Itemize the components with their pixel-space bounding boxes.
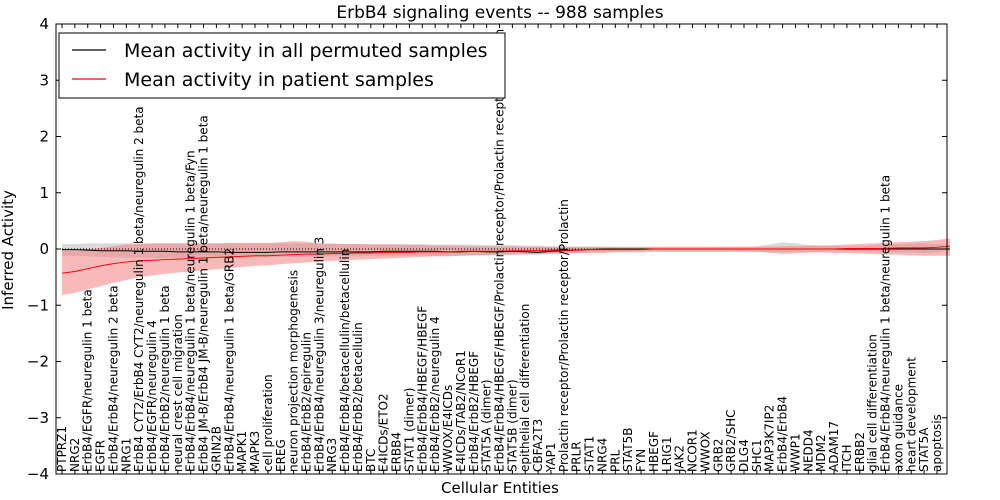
- y-tick-label: −3: [27, 409, 49, 427]
- x-tick-label: ITCH: [840, 444, 854, 472]
- x-tick-label: ErbB4/ErbB2/neuregulin 4: [428, 316, 442, 472]
- y-tick-label: 4: [39, 15, 49, 33]
- x-tick-label: neural crest cell migration: [171, 314, 185, 472]
- x-tick-label: ErbB4/ErbB4/neuregulin 2 beta: [106, 285, 120, 472]
- x-tick-label: PRL: [608, 449, 622, 472]
- x-tick-label: NEDD4: [801, 429, 815, 472]
- x-tick-label: ADAM17: [827, 421, 841, 472]
- x-tick-label: ErbB4/EGFR/neuregulin 4: [145, 320, 159, 472]
- x-tick-label: NRG3: [325, 438, 339, 472]
- x-axis-label: Cellular Entities: [441, 479, 559, 497]
- y-tick-label: 3: [39, 71, 49, 89]
- x-tick-label: HBEGF: [647, 431, 661, 472]
- x-tick-label: STAT1: [583, 436, 597, 472]
- x-tick-label: EGFR: [94, 440, 108, 472]
- plot-area: −4−3−2−101234PTPRZ1NRG2ErbB4/EGFR/neureg…: [27, 15, 950, 483]
- x-tick-label: ErbB4 CYT2/ErbB4 CYT2/neuregulin 1 beta/…: [132, 106, 146, 472]
- x-tick-label: ErbB4/ErbB2/epiregulin: [299, 332, 313, 472]
- chart-title: ErbB4 signaling events -- 988 samples: [336, 3, 663, 23]
- legend: Mean activity in all permuted samples Mea…: [58, 32, 506, 99]
- x-tick-label: STAT5A: [917, 427, 931, 472]
- x-tick-label: ErbB4/ErbB4/HBEGF/HBEGF/Prolactin recept…: [493, 29, 507, 472]
- x-tick-label: NCOR1: [686, 429, 700, 472]
- x-tick-label: GRIN2B: [209, 426, 223, 472]
- legend-box: [58, 32, 506, 99]
- x-tick-label: WWOX: [698, 431, 712, 472]
- x-tick-label: STAT5B (dimer): [505, 379, 519, 472]
- x-tick-label: DLG4: [737, 439, 751, 472]
- x-tick-label: WWOX/E4ICDs: [441, 385, 455, 472]
- x-tick-label: GRB2: [711, 438, 725, 472]
- x-tick-label: ErbB4/ErbB4/betacellulin/betacellulin: [338, 249, 352, 472]
- patient-mean-line: [61, 245, 950, 274]
- patient-band: [62, 238, 950, 296]
- x-tick-label: MAPK3: [248, 431, 262, 472]
- x-tick-label: STAT5B: [621, 428, 635, 473]
- x-tick-label: CBFA2T3: [531, 419, 545, 472]
- x-tick-label: MAPK1: [235, 431, 249, 472]
- y-tick-label: −1: [27, 296, 49, 314]
- x-tick-label: E4ICDs/TAB2/NCoR1: [454, 350, 468, 472]
- x-tick-label: ErbB4/ErbB4/neuregulin 1 beta/neuregulin…: [879, 175, 893, 472]
- x-tick-label: WWP1: [788, 433, 802, 472]
- x-tick-label: LRIG1: [660, 437, 674, 473]
- legend-label-permuted: Mean activity in all permuted samples: [124, 40, 487, 62]
- x-tick-label: glial cell differentiation: [866, 334, 880, 472]
- x-tick-label: ErbB4/ErbB2/HBEGF: [467, 351, 481, 472]
- y-tick-label: 0: [39, 240, 49, 258]
- x-tick-label: FYN: [634, 449, 648, 472]
- y-tick-label: 1: [39, 184, 49, 202]
- x-tick-label: ERBB2: [853, 432, 867, 472]
- x-tick-label: NRG1: [119, 438, 133, 472]
- x-tick-label: ErbB4/ErbB4/neuregulin 1 beta/GRB2: [222, 248, 236, 472]
- y-tick-label: −2: [27, 353, 49, 371]
- x-tick-label: STAT5A (dimer): [480, 379, 494, 472]
- x-tick-label: NRG2: [68, 438, 82, 472]
- x-tick-label: ErbB4/ErbB2/betacellulin: [351, 322, 365, 472]
- x-tick-label: epithelial cell differentiation: [518, 304, 532, 472]
- x-tick-label: neuron projection morphogenesis: [287, 270, 301, 472]
- x-tick-label: PTPRZ1: [55, 426, 69, 472]
- x-tick-label: apoptosis: [930, 414, 944, 472]
- x-tick-label: heart development: [904, 357, 918, 472]
- x-tick-label: ErbB4/ErbB4: [776, 396, 790, 472]
- x-tick-label: ErbB4/ErbB4/neuregulin 1 beta/neuregulin…: [184, 150, 198, 472]
- x-tick-label: MAP3K7IP2: [763, 405, 777, 472]
- legend-label-patient: Mean activity in patient samples: [124, 69, 434, 91]
- x-tick-label: PRLR: [570, 441, 584, 472]
- x-tick-label: ErbB4/EGFR/neuregulin 1 beta: [81, 289, 95, 472]
- x-tick-label: STAT1 (dimer): [402, 388, 416, 472]
- x-tick-label: EREG: [274, 439, 288, 472]
- x-tick-label: ERBB4: [390, 432, 404, 472]
- y-axis-label: Inferred Activity: [0, 190, 17, 310]
- x-tick-label: JAK2: [673, 445, 687, 473]
- x-tick-label: MDM2: [814, 434, 828, 472]
- y-tick-label: −4: [27, 465, 49, 483]
- x-tick-label: NRG4: [595, 438, 609, 472]
- x-tick-label: SHC1: [750, 439, 764, 472]
- x-tick-label: BTC: [364, 449, 378, 472]
- x-tick-label: ErbB4 JM-B/ErbB4 JM-B/neuregulin 1 beta/…: [197, 115, 211, 472]
- x-tick-label: ErbB4/ErbB4/neuregulin 3/neuregulin 3: [312, 237, 326, 472]
- x-tick-label: ErbB4/ErbB2/neuregulin 1 beta: [158, 285, 172, 472]
- y-tick-label: 2: [39, 128, 49, 146]
- x-tick-label: E4ICDs/ETO2: [377, 393, 391, 472]
- x-tick-label: Prolactin receptor/Prolactin receptor/Pr…: [557, 199, 571, 472]
- x-tick-label: ErbB4/ErbB4/HBEGF/HBEGF: [415, 306, 429, 472]
- x-tick-label: GRB2/SHC: [724, 409, 738, 472]
- x-tick-label: cell proliferation: [261, 374, 275, 472]
- x-tick-label: YAP1: [544, 443, 558, 473]
- x-tick-label: axon guidance: [891, 384, 905, 472]
